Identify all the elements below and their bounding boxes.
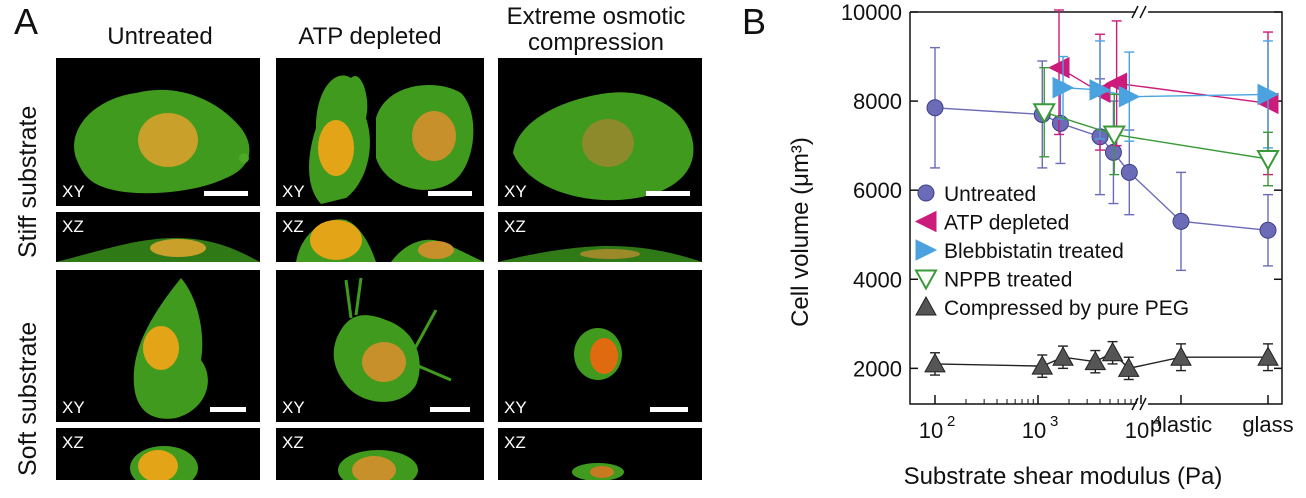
xz-label: XZ (62, 217, 84, 236)
legend-marker-blebbistatin-treated (915, 239, 938, 261)
legend-label-blebbistatin-treated: Blebbistatin treated (944, 240, 1124, 263)
xz-label: XZ (62, 433, 84, 452)
x-axis-label: Substrate shear modulus (Pa) (904, 463, 1223, 490)
scale-bar (428, 191, 472, 196)
scale-bar (650, 407, 688, 412)
xy-label: XY (504, 182, 527, 201)
micrograph-soft-atp-xz: XZ (276, 428, 484, 480)
data-point-compressed-by-pure-peg (1117, 357, 1140, 377)
y-axis-label: Cell volume (μm³) (787, 137, 814, 327)
x-tick-label: 10 (919, 418, 943, 443)
data-point-compressed-by-pure-peg (1101, 341, 1124, 362)
scale-bar (646, 191, 690, 196)
data-point-compressed-by-pure-peg (1170, 346, 1192, 366)
series-line-blebbistatin-treated (1062, 87, 1269, 98)
micrograph-stiff-osmotic-xz: XZ (498, 212, 702, 262)
data-point-atp-depleted (1047, 56, 1070, 79)
xy-label: XY (62, 182, 85, 201)
data-point-blebbistatin-treated (1257, 83, 1280, 106)
legend-label-nppb-treated: NPPB treated (944, 269, 1072, 292)
xy-label: XY (62, 398, 85, 417)
x-tick-label: 10 (1125, 418, 1149, 443)
micrograph-soft-untreated-xz: XZ (56, 428, 260, 480)
x-tick-label-exponent: 3 (1050, 413, 1058, 430)
micrograph-soft-atp-xy: XY (276, 270, 484, 422)
micrograph-stiff-osmotic-xy: XY (498, 58, 702, 206)
panel-b-letter: B (742, 1, 767, 42)
data-point-nppb-treated (1256, 150, 1280, 172)
scale-bar (204, 191, 248, 196)
micrograph-soft-osmotic-xz: XZ (498, 428, 702, 480)
xy-label: XY (504, 398, 527, 417)
scale-bar (210, 407, 246, 412)
micrograph-stiff-untreated-xy: XY (56, 58, 260, 206)
y-tick-label: 10000 (841, 0, 902, 25)
data-point-compressed-by-pure-peg (1031, 355, 1054, 375)
column-title-untreated: Untreated (107, 23, 213, 50)
y-tick-label: 6000 (853, 178, 902, 203)
data-point-untreated (1104, 143, 1122, 161)
x-tick-label-exponent: 4 (1153, 413, 1161, 430)
data-point-untreated (926, 99, 944, 117)
xy-label: XY (282, 398, 305, 417)
xy-label: XY (282, 182, 305, 201)
xz-label: XZ (504, 217, 526, 236)
x-tick-label: plastic (1150, 412, 1212, 437)
legend-marker-atp-depleted (914, 210, 937, 233)
data-point-compressed-by-pure-peg (924, 352, 946, 373)
data-point-untreated (1120, 163, 1138, 181)
axis-frame-left (909, 12, 1136, 405)
micrograph-soft-osmotic-xy: XY (498, 270, 702, 422)
legend-marker-compressed-by-pure-peg (915, 295, 937, 316)
y-tick-label: 2000 (853, 356, 902, 381)
column-title-atp-depleted: ATP depleted (298, 23, 442, 50)
xz-label: XZ (282, 433, 304, 452)
legend-marker-nppb-treated (914, 269, 938, 291)
data-point-nppb-treated (1102, 125, 1126, 147)
legend-label-untreated: Untreated (944, 183, 1036, 206)
micrograph-stiff-atp-xy: XY (276, 58, 484, 206)
axis-break-bottom (1131, 397, 1147, 411)
column-title-osmotic-compression: Extreme osmotic compression (506, 3, 686, 56)
micrograph-stiff-untreated-xz: XZ (56, 212, 260, 262)
xz-label: XZ (504, 433, 526, 452)
axis-break-top (1131, 5, 1147, 19)
micrograph-soft-untreated-xy: XY (56, 270, 260, 422)
micrograph-stiff-atp-xz: XZ (276, 212, 484, 262)
series-line-nppb-treated (1044, 111, 1269, 160)
data-point-untreated (1259, 221, 1277, 239)
data-point-untreated (1172, 212, 1190, 230)
data-point-blebbistatin-treated (1089, 79, 1112, 101)
x-tick-label: glass (1242, 412, 1293, 437)
data-point-compressed-by-pure-peg (1084, 350, 1107, 371)
xz-label: XZ (282, 217, 304, 236)
data-point-compressed-by-pure-peg (1052, 346, 1074, 366)
panel-a-letter: A (14, 1, 39, 42)
data-point-blebbistatin-treated (1118, 85, 1141, 108)
scale-bar (430, 407, 470, 412)
data-point-compressed-by-pure-peg (1257, 346, 1279, 366)
y-tick-label: 8000 (853, 89, 902, 114)
legend-marker-untreated (917, 184, 935, 202)
axis-frame-right (1148, 11, 1283, 405)
x-tick-label-exponent: 2 (947, 413, 955, 430)
y-tick-label: 4000 (853, 267, 902, 292)
data-point-blebbistatin-treated (1052, 76, 1075, 99)
data-point-nppb-treated (1032, 103, 1056, 125)
legend-label-atp-depleted: ATP depleted (944, 212, 1069, 235)
legend-label-compressed-by-pure-peg: Compressed by pure PEG (944, 297, 1189, 320)
x-tick-label: 10 (1022, 418, 1046, 443)
